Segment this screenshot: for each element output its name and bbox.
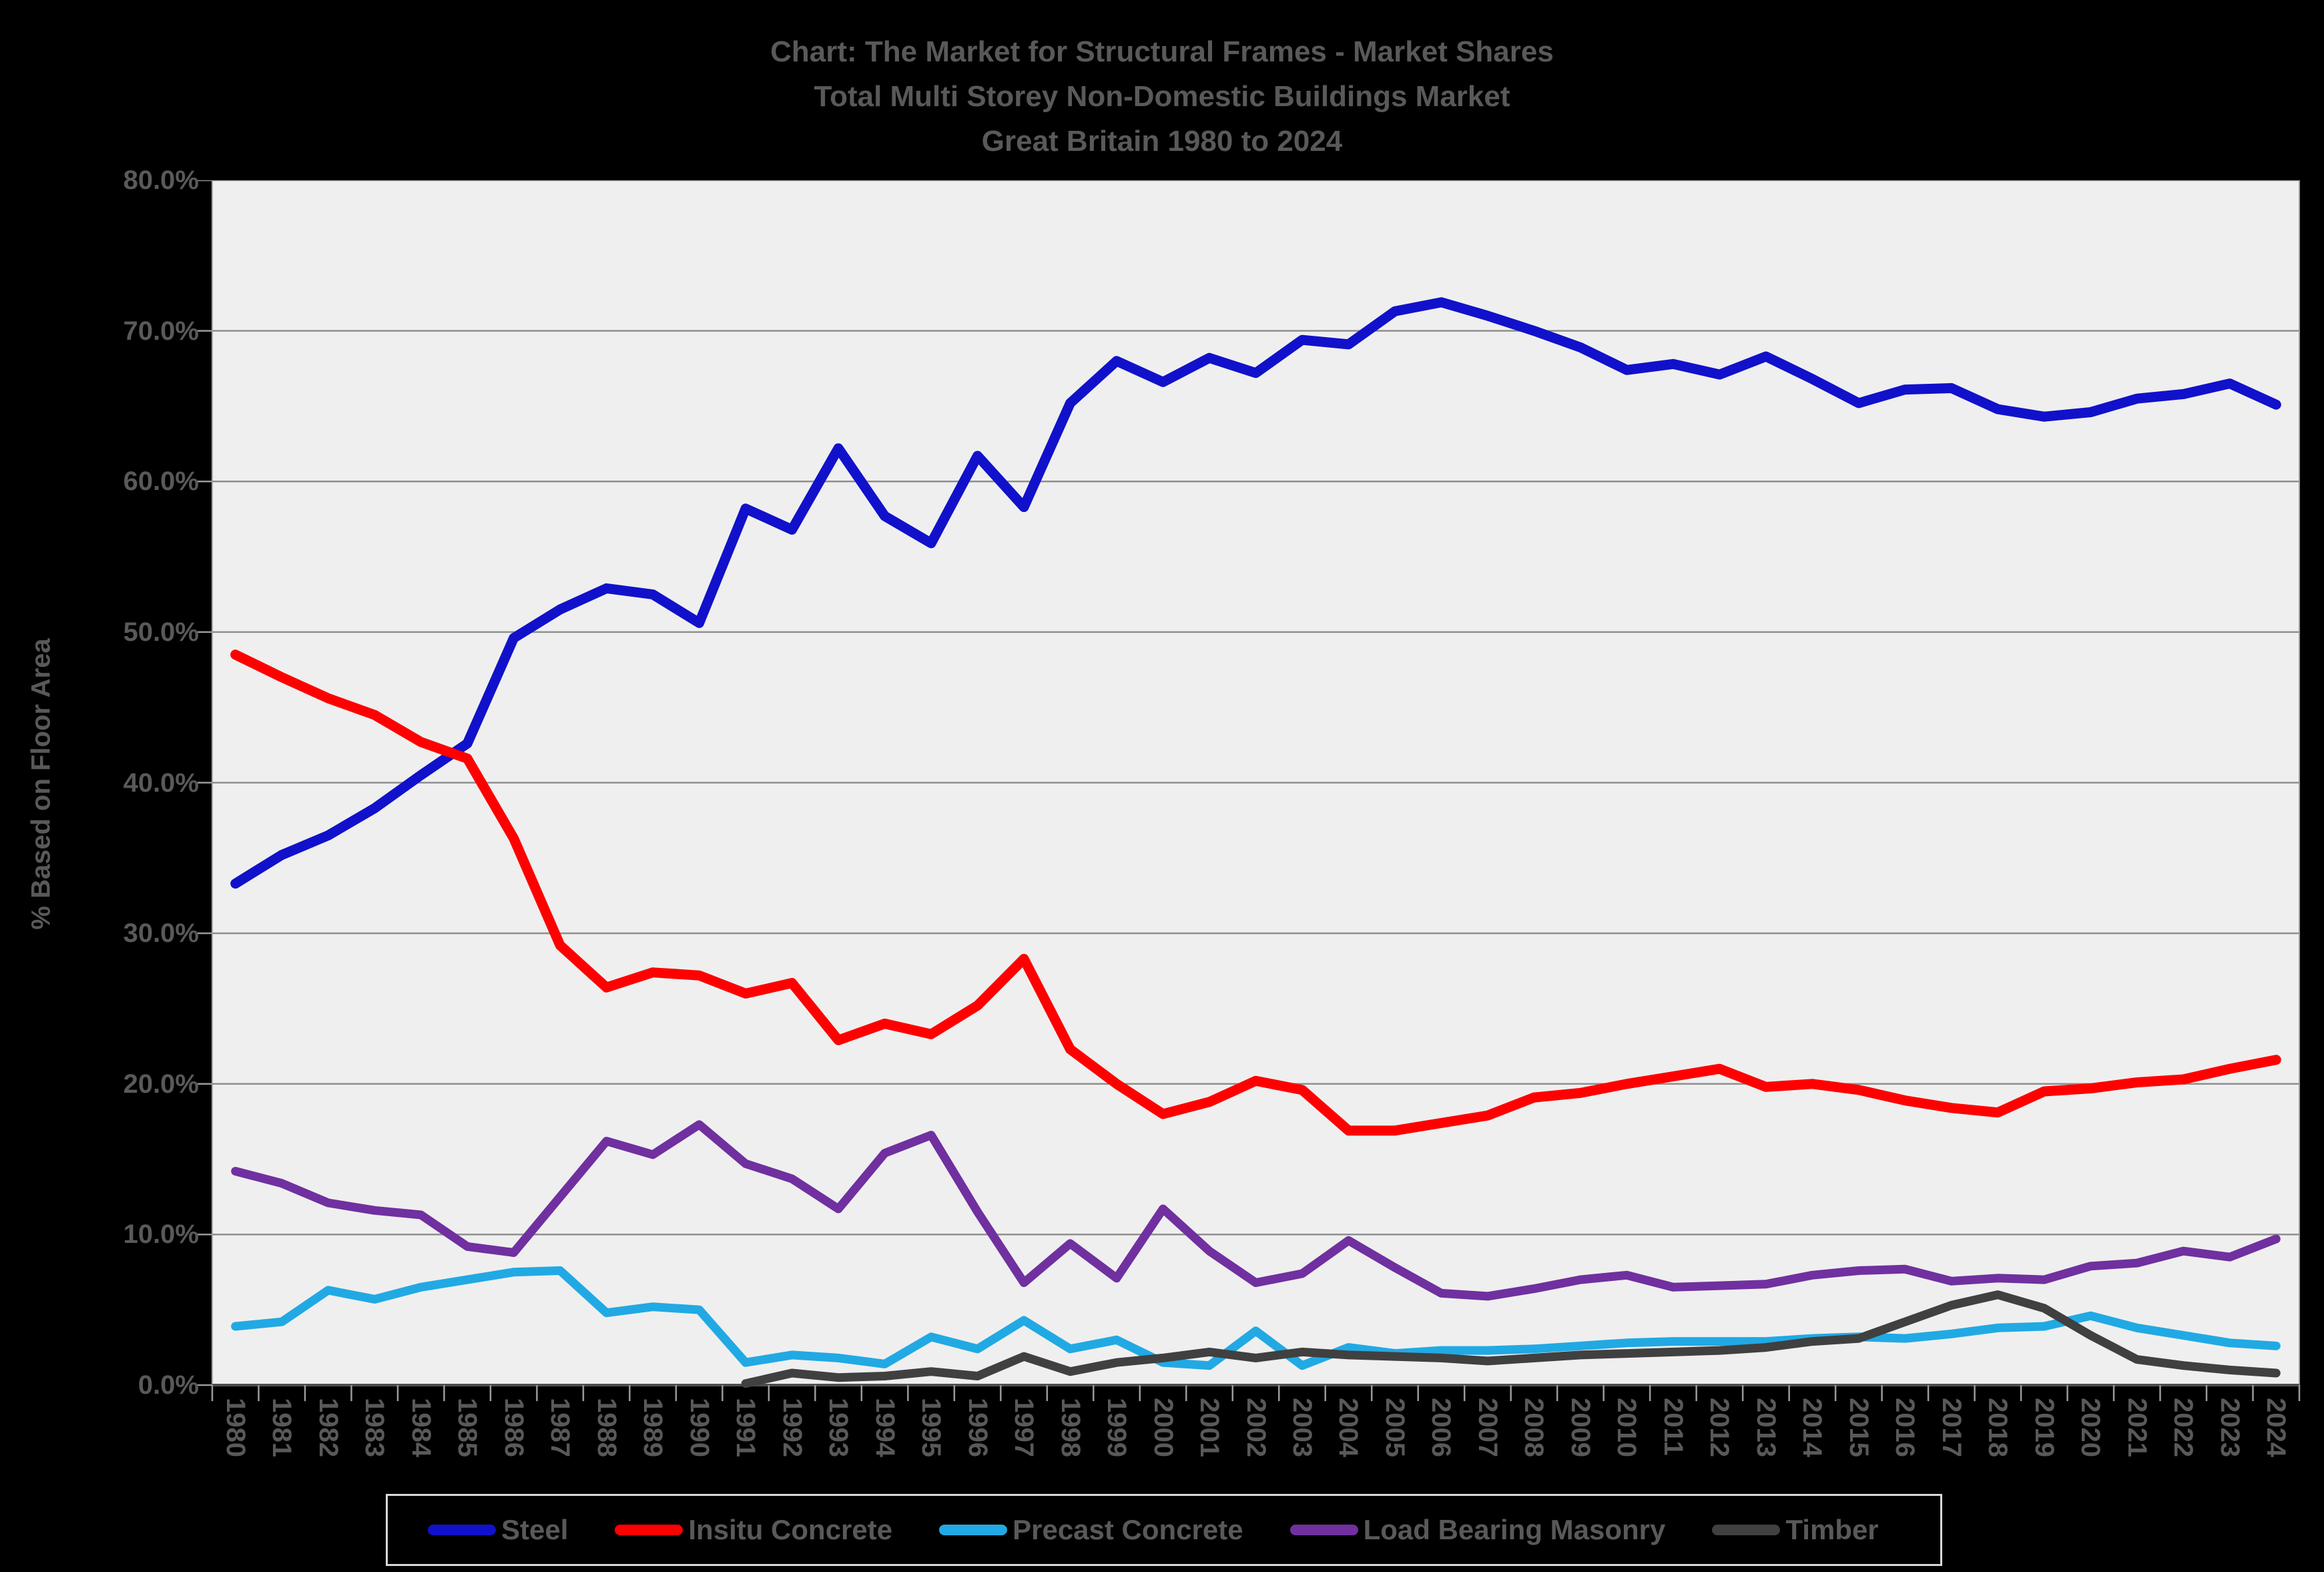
- x-axis-year-label: 2011: [1658, 1398, 1688, 1456]
- x-axis-year-label: 2013: [1751, 1398, 1781, 1457]
- legend: Steel Insitu Concrete Precast Concrete Load…: [386, 1494, 1942, 1566]
- x-axis-year-label: 1984: [406, 1398, 436, 1457]
- x-axis-year-label: 2021: [2122, 1398, 2152, 1457]
- x-axis-year-label: 1994: [870, 1398, 900, 1457]
- x-axis-year-label: 1993: [824, 1398, 854, 1457]
- x-axis-year-label: 2009: [1565, 1398, 1595, 1457]
- legend-label: Insitu Concrete: [688, 1514, 893, 1545]
- chart-title-line1: Chart: The Market for Structural Frames …: [770, 35, 1554, 68]
- legend-item-precast-concrete: Precast Concrete: [939, 1514, 1243, 1546]
- x-axis-year-label: 1998: [1055, 1398, 1085, 1457]
- x-axis-year-label: 2024: [2261, 1398, 2291, 1457]
- y-axis-tick-label: 0.0%: [137, 1370, 199, 1400]
- y-axis-tick-label: 10.0%: [123, 1220, 199, 1250]
- x-axis-year-label: 2004: [1334, 1398, 1364, 1457]
- y-axis-tick-label: 40.0%: [123, 768, 199, 798]
- x-axis-year-label: 2001: [1195, 1398, 1224, 1457]
- x-axis-year-label: 2007: [1472, 1398, 1502, 1457]
- x-axis-year-label: 1995: [916, 1398, 946, 1457]
- legend-swatch-icon: [615, 1525, 683, 1535]
- x-axis-year-label: 1983: [360, 1398, 390, 1457]
- series-line-insitu-concrete: [230, 649, 2281, 1136]
- x-axis-year-label: 1985: [453, 1398, 483, 1457]
- y-axis-tick-label: 20.0%: [123, 1069, 199, 1099]
- legend-label: Steel: [501, 1514, 569, 1545]
- x-axis-year-label: 2000: [1148, 1398, 1178, 1457]
- x-axis-year-label: 2003: [1287, 1398, 1317, 1457]
- x-axis-year-label: 2019: [2029, 1398, 2059, 1457]
- x-axis-year-label: 2010: [1612, 1398, 1642, 1457]
- x-axis-year-label: 1987: [545, 1398, 575, 1457]
- legend-item-load-bearing-masonry: Load Bearing Masonry: [1289, 1514, 1666, 1546]
- legend-item-timber: Timber: [1712, 1514, 1879, 1546]
- y-axis-tick-label: 60.0%: [123, 467, 199, 497]
- plot-area: [198, 180, 2301, 1401]
- chart-title-line2: Total Multi Storey Non-Domestic Building…: [814, 80, 1510, 113]
- x-axis-year-label: 2020: [2076, 1398, 2106, 1457]
- series-line-precast-concrete: [231, 1266, 2281, 1370]
- legend-swatch-icon: [1289, 1525, 1358, 1535]
- x-axis-year-label: 2006: [1426, 1398, 1456, 1457]
- x-axis-year-label: 1981: [267, 1398, 297, 1457]
- chart-title-line3: Great Britain 1980 to 2024: [981, 125, 1343, 158]
- x-axis-year-label: 1991: [731, 1398, 761, 1457]
- x-axis-year-label: 1980: [220, 1398, 250, 1457]
- legend-label: Precast Concrete: [1012, 1514, 1243, 1545]
- x-axis-year-label: 1992: [777, 1398, 807, 1457]
- x-axis-year-label: 2008: [1519, 1398, 1549, 1457]
- x-axis-year-label: 2014: [1797, 1398, 1827, 1457]
- series-line-steel: [230, 297, 2281, 889]
- y-axis-tick-label: 30.0%: [123, 919, 199, 949]
- x-axis-year-label: 1986: [499, 1398, 529, 1457]
- x-axis-year-label: 1997: [1009, 1398, 1039, 1457]
- x-axis-year-label: 2005: [1380, 1398, 1410, 1457]
- x-axis-year-label: 1989: [638, 1398, 668, 1457]
- legend-item-steel: Steel: [428, 1514, 568, 1546]
- x-axis-year-label: 2017: [1936, 1398, 1966, 1457]
- x-axis-year-label: 2022: [2168, 1398, 2199, 1457]
- x-axis-year-label: 1996: [962, 1398, 992, 1457]
- x-axis-year-label: 2012: [1705, 1398, 1735, 1457]
- x-axis-year-label: 2002: [1241, 1398, 1271, 1457]
- x-axis-year-label: 2016: [1890, 1398, 1920, 1457]
- legend-swatch-icon: [939, 1525, 1008, 1535]
- chart-title: Chart: The Market for Structural Frames …: [0, 29, 2324, 164]
- legend-item-insitu-concrete: Insitu Concrete: [615, 1514, 892, 1546]
- legend-swatch-icon: [1712, 1525, 1781, 1535]
- y-axis-tick-label: 50.0%: [123, 617, 199, 647]
- series-line-load-bearing-masonry: [231, 1120, 2281, 1301]
- x-axis-year-label: 2015: [1843, 1398, 1873, 1457]
- x-axis-year-label: 2023: [2215, 1398, 2245, 1457]
- legend-label: Load Bearing Masonry: [1363, 1514, 1666, 1545]
- legend-swatch-icon: [428, 1525, 496, 1535]
- x-axis-year-label: 2018: [1983, 1398, 2013, 1457]
- series-line-timber: [741, 1290, 2281, 1388]
- y-axis-tick-label: 80.0%: [123, 166, 199, 195]
- x-axis-year-label: 1999: [1102, 1398, 1132, 1457]
- x-axis-year-label: 1990: [684, 1398, 714, 1457]
- x-axis-year-label: 1988: [591, 1398, 621, 1457]
- y-axis-tick-label: 70.0%: [123, 316, 199, 346]
- x-axis-year-label: 1982: [313, 1398, 343, 1457]
- legend-label: Timber: [1785, 1514, 1879, 1545]
